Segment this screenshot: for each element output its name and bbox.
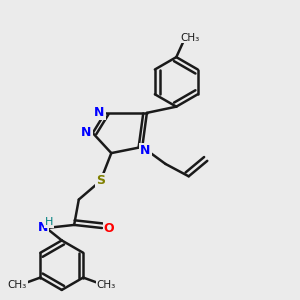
Text: S: S — [96, 175, 105, 188]
Text: H: H — [45, 218, 54, 227]
Text: CH₃: CH₃ — [97, 280, 116, 290]
Text: CH₃: CH₃ — [180, 33, 199, 43]
Text: N: N — [81, 127, 92, 140]
Text: N: N — [140, 144, 151, 157]
Text: N: N — [38, 220, 48, 234]
Text: N: N — [94, 106, 105, 119]
Text: CH₃: CH₃ — [8, 280, 27, 290]
Text: O: O — [103, 221, 114, 235]
